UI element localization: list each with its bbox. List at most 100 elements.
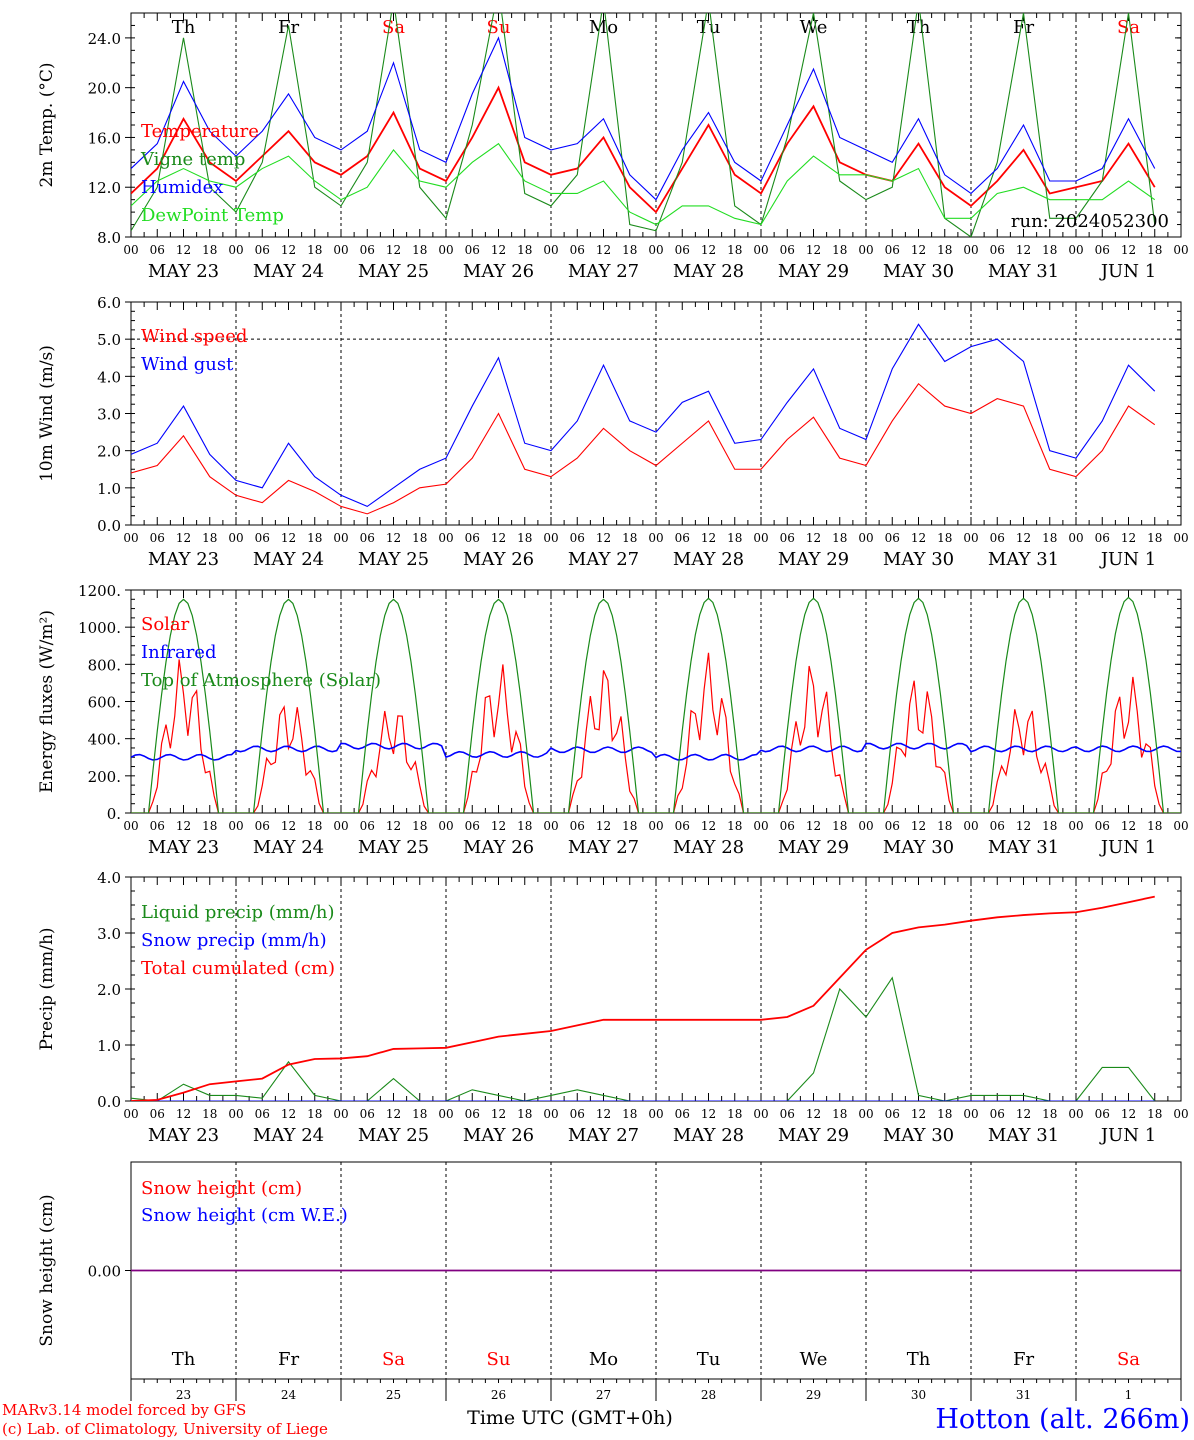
- legend-entry: Infrared: [141, 642, 216, 663]
- date-label: MAY 25: [358, 261, 429, 282]
- y-tick-label: 0.0: [97, 517, 121, 535]
- weekday-label: Fr: [1013, 1349, 1034, 1370]
- hour-label: 12: [491, 531, 506, 545]
- date-label: JUN 1: [1099, 261, 1156, 282]
- hour-label: 12: [1016, 1107, 1031, 1121]
- hour-label: 06: [150, 819, 165, 833]
- hour-label: 00: [963, 1107, 978, 1121]
- weekday-label: Th: [907, 1349, 931, 1370]
- date-label: MAY 27: [568, 261, 639, 282]
- hour-label: 18: [937, 531, 952, 545]
- y-tick-label: 4.0: [97, 368, 121, 386]
- weekday-label: Sa: [382, 1349, 405, 1370]
- date-label: MAY 23: [148, 837, 219, 858]
- hour-label: 06: [1095, 1107, 1110, 1121]
- hour-label: 00: [333, 531, 348, 545]
- series-line-3: [131, 596, 1181, 813]
- hour-label: 06: [465, 819, 480, 833]
- lab-credit: (c) Lab. of Climatology, University of L…: [2, 1420, 328, 1438]
- panel-3: 00 06 12 18 00 06 12 18 00 06 12 18 00 06 12 18 00 06 12 18…: [37, 582, 1189, 858]
- hour-label: 18: [202, 819, 217, 833]
- hour-label: 06: [465, 1107, 480, 1121]
- date-label: MAY 29: [778, 261, 849, 282]
- hour-label: 06: [780, 1107, 795, 1121]
- hour-label: 00: [123, 531, 138, 545]
- y-tick-label: 800.: [88, 656, 121, 674]
- hour-label: 06: [675, 243, 690, 257]
- date-label: MAY 27: [568, 1125, 639, 1146]
- hour-label: 18: [622, 1107, 637, 1121]
- hour-label: 06: [990, 1107, 1005, 1121]
- hour-label: 00: [648, 243, 663, 257]
- hour-label: 12: [911, 819, 926, 833]
- hour-label: 12: [386, 531, 401, 545]
- y-tick-label: 1.0: [97, 480, 121, 498]
- hour-label: 06: [990, 531, 1005, 545]
- hour-label: 00: [228, 243, 243, 257]
- hour-label: 12: [911, 1107, 926, 1121]
- weekday-label: Sa: [382, 17, 405, 38]
- y-tick-label: 1200.: [78, 582, 121, 600]
- day-number: 27: [596, 1388, 611, 1402]
- hour-label: 12: [806, 243, 821, 257]
- weekday-label: We: [800, 1349, 828, 1370]
- hour-label: 00: [543, 1107, 558, 1121]
- legend-entry: Liquid precip (mm/h): [141, 902, 335, 923]
- series-line-3: [131, 36, 1156, 201]
- legend-entry: Vigne temp: [140, 149, 245, 170]
- hour-label: 12: [701, 243, 716, 257]
- run-annotation: run: 2024052300: [1011, 211, 1169, 232]
- hour-label: 18: [412, 243, 427, 257]
- y-tick-label: 16.0: [88, 129, 121, 147]
- series-group: [131, 895, 1156, 1101]
- weekday-label: Tu: [697, 1349, 721, 1370]
- date-label: MAY 29: [778, 837, 849, 858]
- weekday-label: Fr: [278, 1349, 299, 1370]
- series-line-1: [131, 85, 1156, 214]
- hour-label: 12: [176, 1107, 191, 1121]
- hour-label: 00: [1173, 243, 1188, 257]
- series-line-2: [131, 13, 1156, 237]
- hour-label: 06: [150, 1107, 165, 1121]
- hour-label: 18: [832, 531, 847, 545]
- legend-entry: Total cumulated (cm): [141, 958, 335, 979]
- hour-label: 12: [911, 243, 926, 257]
- hour-label: 12: [806, 531, 821, 545]
- panel-5: Th Fr Sa Su Mo Tu We Th Fr Sa 23 24 25 26 27 28 29 30 31 1 0…: [37, 1161, 1182, 1402]
- hour-label: 12: [491, 819, 506, 833]
- hour-label: 00: [1068, 243, 1083, 257]
- series-line-1: [131, 382, 1156, 515]
- hour-label: 12: [1121, 1107, 1136, 1121]
- hour-label: 12: [281, 243, 296, 257]
- date-label: MAY 24: [253, 837, 324, 858]
- hour-label: 06: [675, 531, 690, 545]
- legend-entry: Wind speed: [141, 326, 247, 347]
- date-label: MAY 25: [358, 837, 429, 858]
- date-label: MAY 23: [148, 261, 219, 282]
- series-line-1: [131, 652, 1181, 813]
- hour-label: 12: [806, 819, 821, 833]
- day-number: 29: [806, 1388, 821, 1402]
- hour-label: 12: [386, 1107, 401, 1121]
- hour-label: 06: [570, 243, 585, 257]
- hour-label: 06: [360, 1107, 375, 1121]
- series-group: [131, 13, 1156, 237]
- hour-label: 18: [1147, 531, 1162, 545]
- day-number: 26: [491, 1388, 506, 1402]
- hour-label: 00: [438, 243, 453, 257]
- hour-label: 06: [465, 243, 480, 257]
- hour-label: 06: [780, 243, 795, 257]
- weekday-label: Mo: [589, 1349, 618, 1370]
- date-label: MAY 31: [988, 549, 1059, 570]
- hour-label: 06: [885, 1107, 900, 1121]
- series-line-2: [131, 323, 1156, 508]
- y-tick-label: 20.0: [88, 80, 121, 98]
- hour-label: 18: [727, 243, 742, 257]
- hour-label: 06: [780, 819, 795, 833]
- date-label: MAY 24: [253, 549, 324, 570]
- hour-label: 00: [1068, 531, 1083, 545]
- hour-label: 12: [596, 531, 611, 545]
- series-line-3: [131, 895, 1155, 1101]
- hour-label: 12: [1016, 819, 1031, 833]
